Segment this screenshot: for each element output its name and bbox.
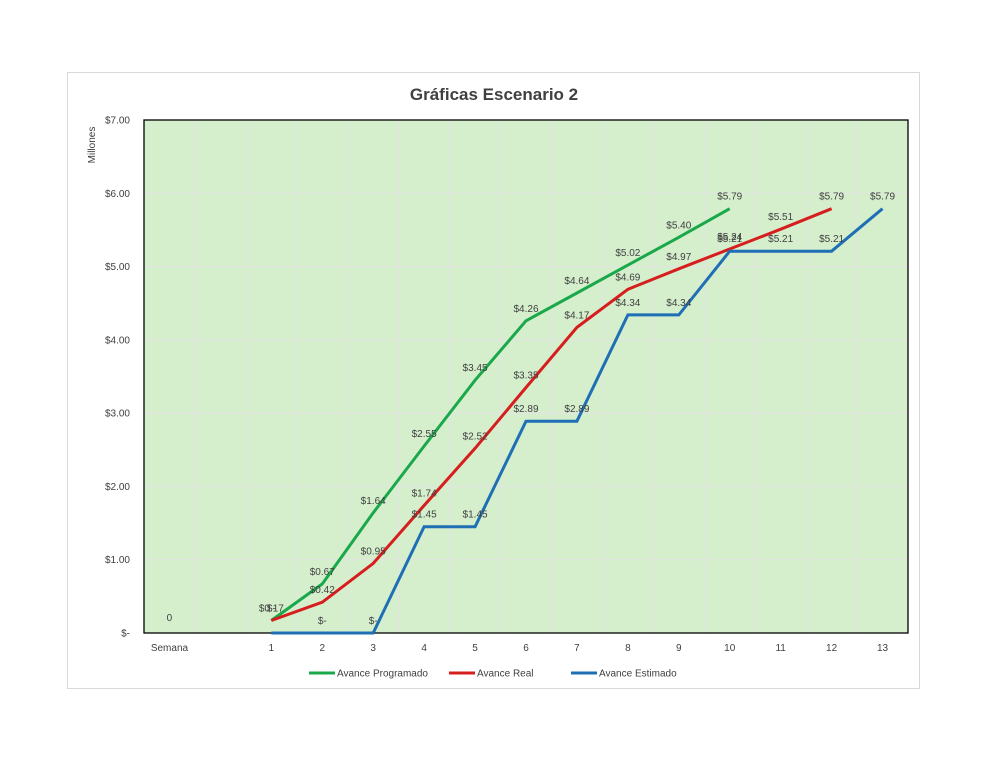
data-label: $2.55	[412, 429, 437, 440]
data-label: $2.52	[463, 431, 488, 442]
data-label: $4.26	[513, 304, 538, 315]
data-label: $4.34	[615, 298, 640, 309]
data-label: $-	[369, 616, 378, 627]
data-label: $1.74	[412, 488, 437, 499]
x-tick-label: 6	[523, 643, 529, 654]
data-label: $5.21	[768, 234, 793, 245]
y-tick-label: $3.00	[105, 409, 130, 420]
plot-border	[143, 119, 909, 634]
data-label: $0.17	[259, 604, 284, 615]
data-label: $5.21	[819, 234, 844, 245]
data-label: $0.42	[310, 585, 335, 596]
legend-label: Avance Real	[477, 669, 534, 680]
series-line	[270, 207, 731, 622]
data-label: $5.40	[666, 220, 691, 231]
data-label: $5.24	[717, 232, 742, 243]
x-tick-label: 9	[676, 643, 682, 654]
data-label: $1.45	[463, 510, 488, 521]
x-tick-label: 1	[269, 643, 275, 654]
chart-frame: Gráficas Escenario 2 Millones $- $1.00 $2.…	[67, 72, 920, 689]
data-label: $4.34	[666, 298, 691, 309]
x-tick-label: 11	[775, 643, 786, 654]
data-label: $1.45	[412, 510, 437, 521]
x-tick-label: 5	[472, 643, 478, 654]
data-label: 0	[167, 613, 173, 624]
data-label: $2.89	[513, 404, 538, 415]
data-label: $5.02	[615, 248, 640, 259]
legend-label: Avance Programado	[337, 669, 428, 680]
data-label: $5.51	[768, 212, 793, 223]
x-tick-label: 7	[574, 643, 580, 654]
plot-area	[144, 120, 908, 633]
data-label: $1.64	[361, 496, 386, 507]
y-axis-title: Millones	[87, 127, 98, 164]
legend-label: Avance Estimado	[599, 669, 677, 680]
y-tick-label: $4.00	[105, 335, 130, 346]
data-label: $-	[267, 604, 276, 615]
data-label: $5.79	[819, 192, 844, 203]
x-tick-label: 8	[625, 643, 631, 654]
data-label: $3.45	[463, 363, 488, 374]
x-tick-label: 13	[877, 643, 889, 654]
y-tick-label: $1.00	[105, 555, 130, 566]
y-tick-label: $6.00	[105, 189, 130, 200]
x-tick-label: 4	[421, 643, 427, 654]
y-tick-label: $7.00	[105, 116, 130, 127]
data-label: $-	[318, 616, 327, 627]
data-label: $0.95	[361, 546, 386, 557]
chart-title: Gráficas Escenario 2	[410, 85, 578, 104]
series-line	[270, 207, 833, 622]
data-label: $5.21	[717, 234, 742, 245]
data-label: $2.89	[564, 404, 589, 415]
data-label: $0.67	[310, 567, 335, 578]
x-tick-label: 12	[826, 643, 838, 654]
y-tick-label: $2.00	[105, 482, 130, 493]
data-label: $5.79	[870, 192, 895, 203]
y-tick-label: $5.00	[105, 262, 130, 273]
line-chart: Gráficas Escenario 2 Millones $- $1.00 $2.…	[87, 85, 909, 680]
x-tick-label: Semana	[151, 643, 189, 654]
data-label: $3.35	[513, 370, 538, 381]
data-label: $5.79	[717, 192, 742, 203]
series-line	[271, 207, 884, 635]
data-label: $4.17	[564, 310, 589, 321]
x-tick-label: 3	[370, 643, 376, 654]
data-label: $4.64	[564, 276, 589, 287]
data-label: $4.69	[615, 272, 640, 283]
y-tick-label: $-	[121, 629, 130, 640]
x-tick-label: 10	[724, 643, 736, 654]
data-label: $4.97	[666, 252, 691, 263]
x-tick-label: 2	[319, 643, 325, 654]
